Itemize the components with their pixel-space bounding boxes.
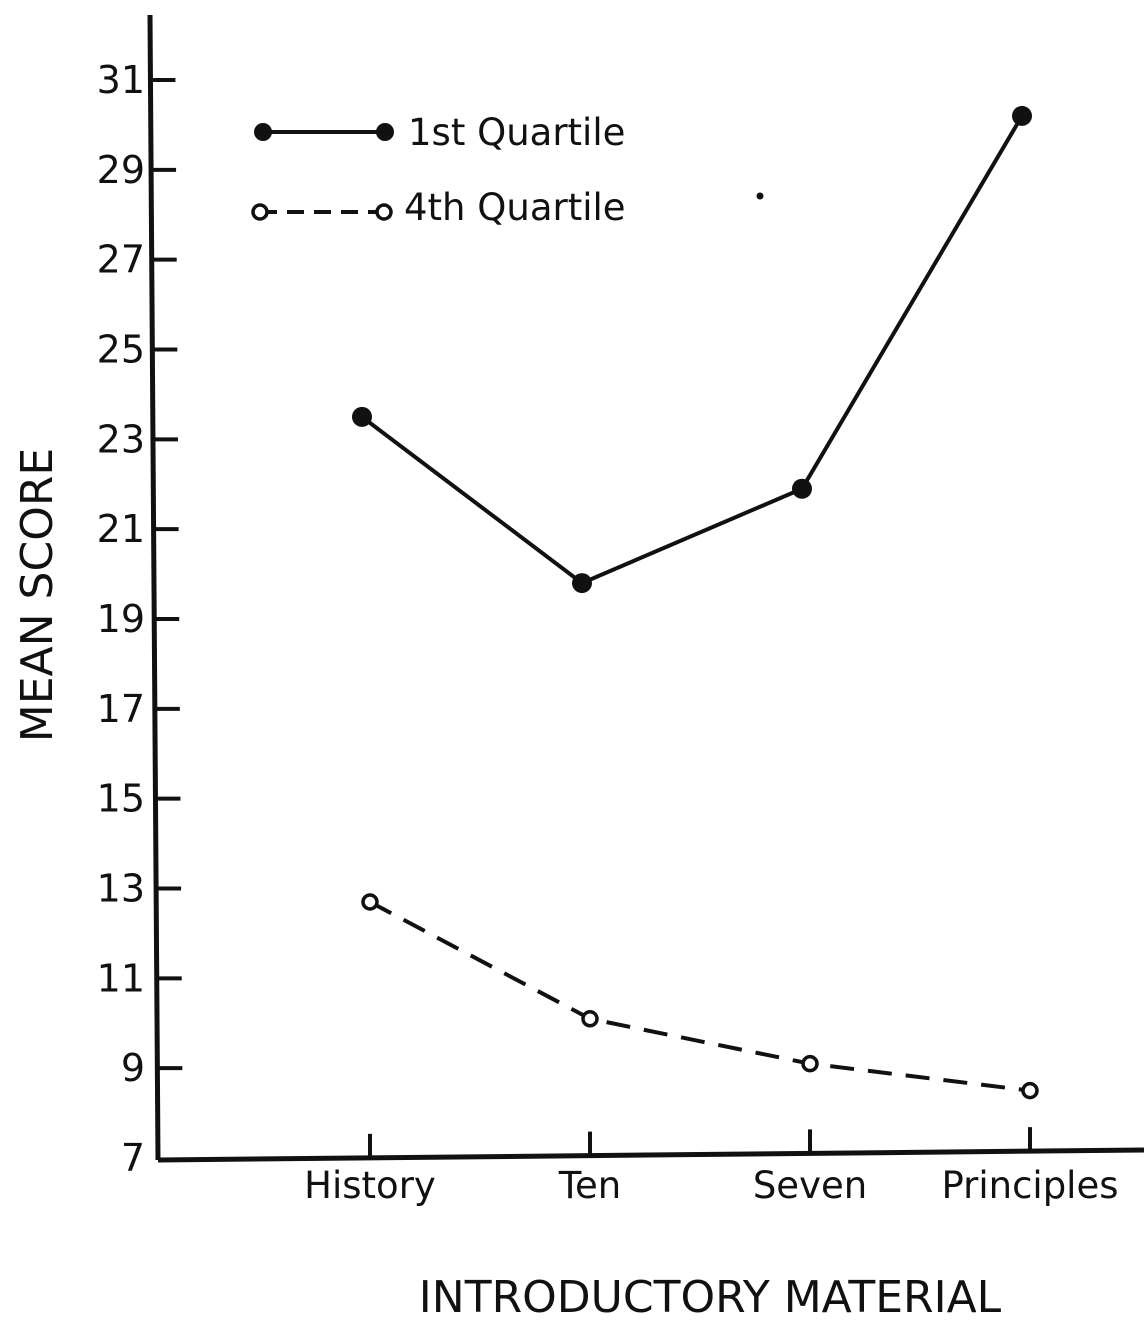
series-4th-quartile	[361, 893, 1039, 1100]
x-tick-label: Seven	[753, 1164, 867, 1207]
data-point	[1012, 105, 1032, 126]
axes	[147, 14, 1144, 1163]
y-tick-label: 25	[97, 328, 145, 372]
y-tick-label: 15	[97, 777, 145, 821]
legend-marker-4th-quartile-right	[375, 203, 393, 221]
data-point	[792, 478, 812, 499]
y-tick-label: 19	[97, 597, 145, 641]
y-ticks: 7 9 11 13 15 17 19 21 23 25 27 29 31	[97, 58, 183, 1180]
y-tick-label: 13	[97, 867, 145, 911]
x-tick-label: Principles	[941, 1164, 1118, 1207]
stray-dot	[756, 192, 764, 200]
series-line	[360, 114, 1024, 586]
series-line	[369, 900, 1031, 1093]
y-tick-label: 11	[97, 956, 145, 1000]
x-tick-label: Ten	[558, 1164, 622, 1207]
y-axis-title: MEAN SCORE	[12, 448, 63, 742]
y-tick-label: 9	[121, 1046, 145, 1090]
x-axis-line	[157, 1147, 1144, 1163]
y-tick-label: 29	[97, 148, 145, 192]
y-tick-label: 21	[97, 507, 145, 551]
legend-label-4th-quartile: 4th Quartile	[404, 186, 626, 229]
legend-marker-1st-quartile-right	[376, 123, 394, 141]
y-tick-label: 27	[97, 238, 145, 282]
legend-label-1st-quartile: 1st Quartile	[408, 111, 625, 154]
legend: 1st Quartile 4th Quartile	[251, 111, 626, 229]
data-point	[352, 406, 372, 427]
data-point	[361, 893, 379, 911]
legend-marker-4th-quartile-left	[251, 203, 269, 221]
y-tick-label: 17	[97, 687, 145, 731]
x-ticks: History Ten Seven Principles	[304, 1127, 1119, 1207]
x-tick-label: History	[304, 1164, 436, 1207]
series-layer	[352, 105, 1039, 1100]
y-tick-label: 7	[121, 1136, 145, 1180]
legend-marker-1st-quartile-left	[254, 123, 272, 141]
data-point	[581, 1010, 599, 1028]
data-point	[801, 1054, 819, 1073]
data-point	[572, 573, 592, 594]
y-tick-label: 31	[97, 58, 145, 102]
y-tick-label: 23	[97, 417, 145, 461]
data-point	[1021, 1081, 1039, 1100]
series-1st-quartile	[352, 105, 1032, 594]
x-axis-title: INTRODUCTORY MATERIAL	[419, 1272, 1002, 1320]
y-axis-line	[147, 14, 161, 1161]
